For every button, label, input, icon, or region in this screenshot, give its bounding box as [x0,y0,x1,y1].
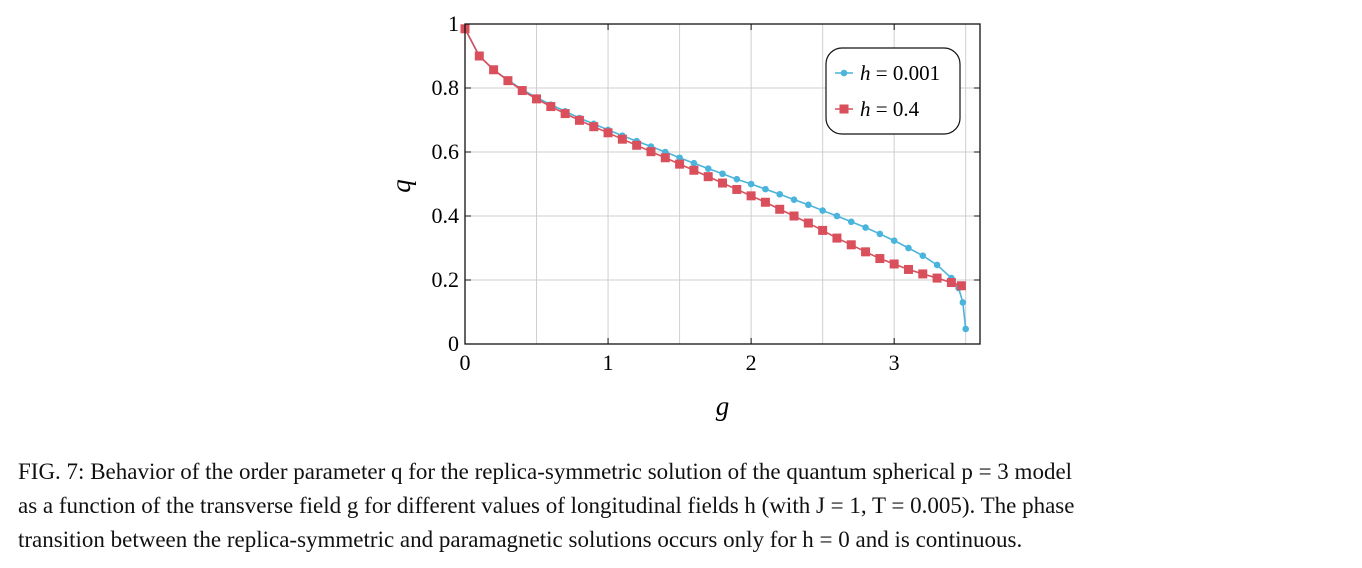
data-point-square [946,278,956,288]
data-point-square [861,247,871,257]
y-tick-label: 0.6 [432,139,460,164]
x-tick-label: 3 [889,350,900,375]
x-tick-label: 0 [460,350,471,375]
data-point-square [875,254,885,264]
y-tick-label: 0.2 [432,267,460,292]
data-point-circle [676,154,683,162]
data-point-square [489,65,499,75]
data-point-square [517,86,527,96]
data-point-square [546,102,556,112]
y-axis-label: q [386,179,416,193]
data-point-square [474,51,484,61]
series-2 [460,24,966,291]
data-point-square [632,140,642,150]
data-point-square [932,273,942,283]
data-point-square [560,109,570,119]
data-point-circle [805,201,812,209]
legend-box [825,47,961,135]
data-point-square [703,172,713,182]
data-point-circle [919,252,927,259]
data-point-circle [762,185,769,193]
data-point-square [603,128,613,138]
data-point-circle [819,207,826,214]
caption-line-2: as a function of the transverse field g … [18,493,1075,518]
legend-label: h = 0.4 [860,97,920,121]
data-point-circle [747,180,755,188]
data-point-square [918,269,928,279]
y-tick-label: 0.8 [432,75,460,100]
data-point-square [646,147,656,157]
plot-series [460,24,969,333]
data-point-square [503,76,513,86]
data-point-square [675,159,685,169]
data-point-circle [733,175,741,183]
data-point-circle [933,261,941,269]
chart: 0 1 2 3 0 0.2 0.4 0.6 0.8 1 g q h = 0.001 h = 0.4 [386,11,981,421]
legend: h = 0.001 h = 0.4 [825,47,961,135]
y-tick-label: 0 [448,331,459,356]
data-point-square [574,115,584,125]
data-point-square [732,184,742,194]
legend-marker [840,69,848,77]
data-point-circle [704,165,712,172]
data-point-circle [890,237,898,244]
data-point-square [660,153,670,163]
legend-label: h = 0.001 [860,61,940,85]
x-tick-label: 2 [746,350,757,375]
caption-line-1: FIG. 7: Behavior of the order parameter … [18,459,1073,484]
data-point-circle [719,170,726,178]
data-point-square [903,264,913,274]
data-point-square [746,191,756,201]
data-point-circle [959,299,967,306]
data-point-circle [905,244,912,252]
x-axis-label: g [716,391,730,421]
data-point-circle [962,325,969,333]
data-point-square [956,281,966,291]
data-point-circle [790,196,798,203]
data-point-square [689,165,699,175]
data-point-square [532,94,542,104]
data-point-circle [847,218,855,226]
y-tick-label: 0.4 [432,203,460,228]
data-point-square [846,240,856,250]
data-point-square [789,211,799,221]
legend-marker [839,104,849,114]
data-point-circle [862,224,869,231]
y-tick-label: 1 [448,11,459,36]
plot-frame [464,23,981,345]
data-point-square [617,134,627,144]
data-point-square [760,197,770,207]
data-point-square [718,178,727,188]
data-point-square [889,259,899,269]
data-point-square [803,218,813,228]
data-point-square [818,225,828,235]
data-point-square [832,233,842,243]
x-tick-label: 1 [603,350,614,375]
data-point-circle [876,230,884,238]
data-point-circle [690,159,698,167]
figure-caption: FIG. 7: Behavior of the order parameter … [18,455,1353,557]
data-point-square [775,204,785,214]
data-point-circle [833,212,841,220]
data-point-circle [776,190,784,198]
data-point-square [589,122,599,132]
caption-line-3: transition between the replica-symmetric… [18,527,1023,552]
